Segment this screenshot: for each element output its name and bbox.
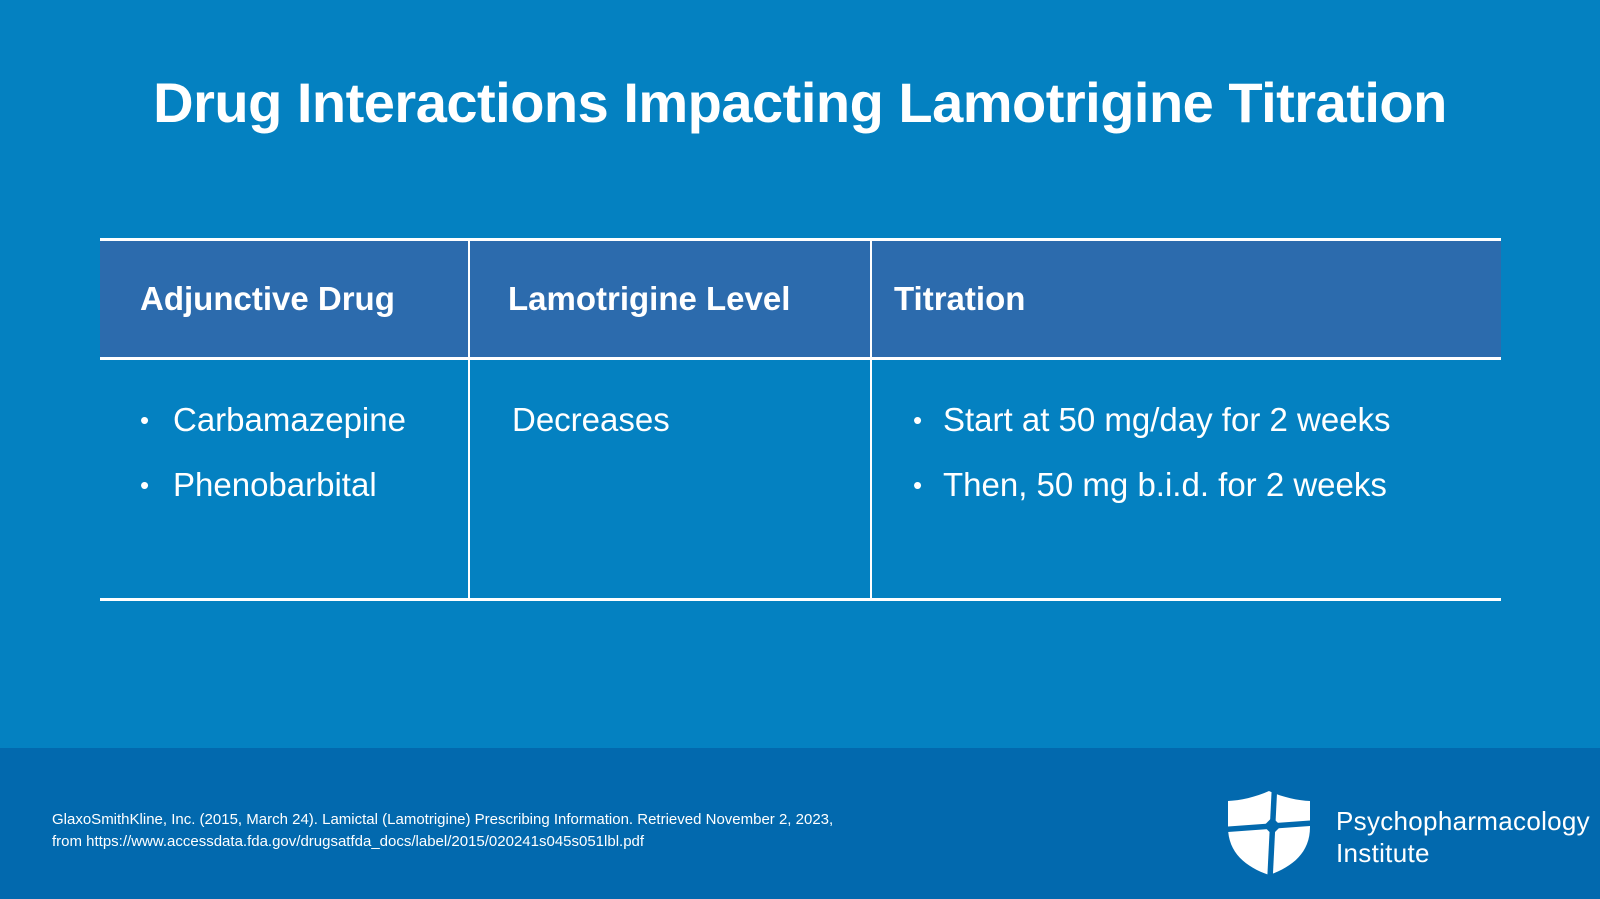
list-item: • Phenobarbital (140, 463, 468, 507)
cell-titration: • Start at 50 mg/day for 2 weeks • Then,… (870, 360, 1501, 598)
bullet-icon: • (913, 405, 923, 435)
citation: GlaxoSmithKline, Inc. (2015, March 24). … (52, 809, 833, 853)
titration-step: Then, 50 mg b.i.d. for 2 weeks (943, 466, 1387, 503)
column-header-titration: Titration (870, 241, 1501, 357)
list-item: • Start at 50 mg/day for 2 weeks (913, 398, 1501, 442)
table-body-row: • Carbamazepine • Phenobarbital Decrease… (100, 360, 1501, 601)
list-item: Decreases (512, 398, 870, 442)
page-title: Drug Interactions Impacting Lamotrigine … (153, 71, 1447, 134)
table-header-row: Adjunctive Drug Lamotrigine Level Titrat… (100, 238, 1501, 360)
level-value: Decreases (512, 401, 670, 438)
column-header-adjunctive-drug: Adjunctive Drug (140, 280, 395, 317)
bullet-icon: • (140, 470, 150, 500)
citation-line: from https://www.accessdata.fda.gov/drug… (52, 833, 645, 850)
logo-text-line: Psychopharmacology (1336, 806, 1590, 836)
logo-text-line: Institute (1336, 838, 1430, 868)
cell-adjunctive-drugs: • Carbamazepine • Phenobarbital (100, 360, 468, 598)
cell-lamotrigine-level: Decreases (468, 360, 870, 598)
drug-name: Phenobarbital (173, 466, 377, 503)
logo-text: Psychopharmacology Institute (1336, 805, 1590, 869)
psychopharmacology-institute-logo: Psychopharmacology Institute (1228, 791, 1590, 875)
titration-step: Start at 50 mg/day for 2 weeks (943, 401, 1391, 438)
footer-band: GlaxoSmithKline, Inc. (2015, March 24). … (0, 748, 1600, 899)
citation-line: GlaxoSmithKline, Inc. (2015, March 24). … (52, 811, 834, 828)
drug-name: Carbamazepine (173, 401, 406, 438)
bullet-icon: • (913, 470, 923, 500)
shield-cross-icon (1228, 791, 1310, 875)
bullet-icon: • (140, 405, 150, 435)
list-item: • Carbamazepine (140, 398, 468, 442)
drug-interaction-table: Adjunctive Drug Lamotrigine Level Titrat… (100, 238, 1501, 601)
column-header-lamotrigine-level: Lamotrigine Level (468, 241, 870, 357)
list-item: • Then, 50 mg b.i.d. for 2 weeks (913, 463, 1501, 507)
